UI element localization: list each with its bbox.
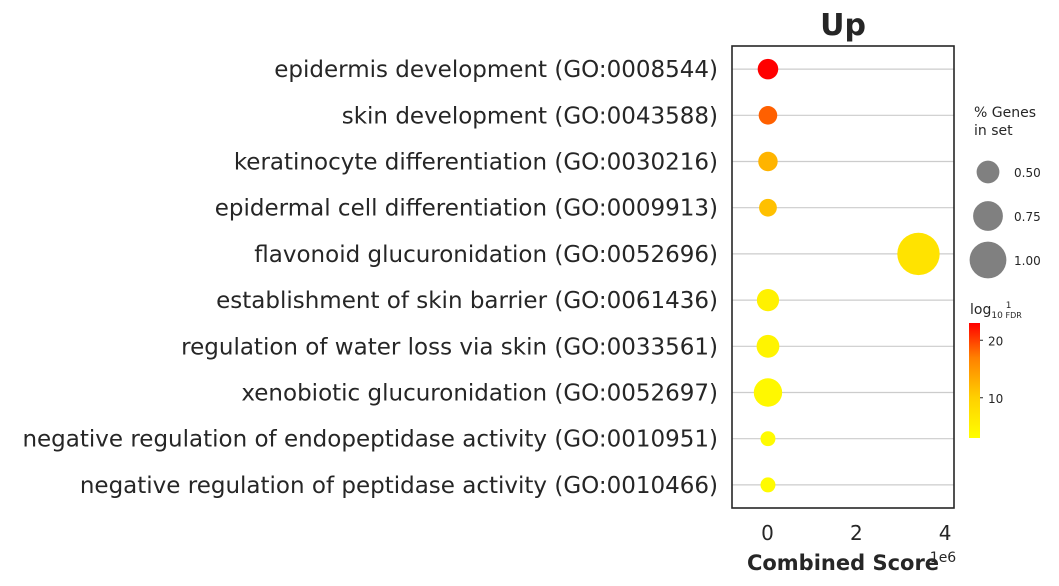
term-label: epidermis development (GO:0008544)	[274, 57, 718, 83]
x-tick-label: 0	[761, 521, 774, 545]
color-legend: log101 FDR 20 10	[969, 301, 1022, 438]
size-legend-label: 1.00	[1014, 254, 1041, 268]
term-dot	[758, 151, 778, 172]
term-label: epidermal cell differentiation (GO:00099…	[215, 196, 718, 222]
grid-lines	[732, 68, 954, 486]
size-legend-marker	[973, 201, 1003, 231]
size-legend-label: 0.75	[1014, 210, 1041, 224]
size-legend-title-line-1: % Genes	[974, 105, 1036, 121]
term-dot	[756, 334, 780, 358]
x-tick-label: 2	[850, 521, 863, 545]
x-axis-offset-label: 1e6	[930, 550, 957, 566]
term-dot	[760, 477, 776, 493]
term-label: regulation of water loss via skin (GO:00…	[181, 334, 718, 360]
term-dot	[897, 232, 940, 276]
colorbar-tick-label: 20	[988, 334, 1003, 348]
term-dot	[760, 431, 776, 447]
size-legend-marker	[976, 160, 1000, 184]
term-label: negative regulation of endopeptidase act…	[22, 427, 718, 453]
term-dot	[757, 58, 779, 80]
size-legend-title-line-2: in set	[974, 123, 1013, 139]
term-label: negative regulation of peptidase activit…	[80, 473, 718, 499]
term-label: xenobiotic glucuronidation (GO:0052697)	[241, 381, 718, 407]
term-dot	[753, 378, 783, 407]
term-dot	[758, 106, 778, 125]
size-legend-label: 0.50	[1014, 166, 1041, 180]
size-legend: % Genes in set 0.50 0.75 1.00	[969, 105, 1041, 279]
term-label: flavonoid glucuronidation (GO:0052696)	[254, 242, 718, 268]
term-label: establishment of skin barrier (GO:006143…	[216, 288, 718, 314]
colorbar-tick-label: 10	[988, 392, 1003, 406]
x-axis-label: Combined Score	[747, 551, 939, 575]
x-axis-ticks: 0 2 4	[761, 521, 951, 545]
term-dot	[759, 198, 777, 217]
term-label: skin development (GO:0043588)	[342, 103, 718, 129]
plot-frame	[731, 45, 955, 509]
size-legend-marker	[969, 241, 1007, 279]
x-tick-label: 4	[939, 521, 952, 545]
y-axis-term-labels: epidermis development (GO:0008544) skin d…	[22, 57, 718, 499]
term-label: keratinocyte differentiation (GO:0030216…	[234, 150, 718, 176]
colorbar	[969, 323, 980, 438]
data-points	[753, 58, 940, 493]
color-legend-title: log101 FDR	[970, 301, 1022, 321]
chart-title: Up	[820, 8, 866, 43]
term-dot	[756, 288, 780, 312]
